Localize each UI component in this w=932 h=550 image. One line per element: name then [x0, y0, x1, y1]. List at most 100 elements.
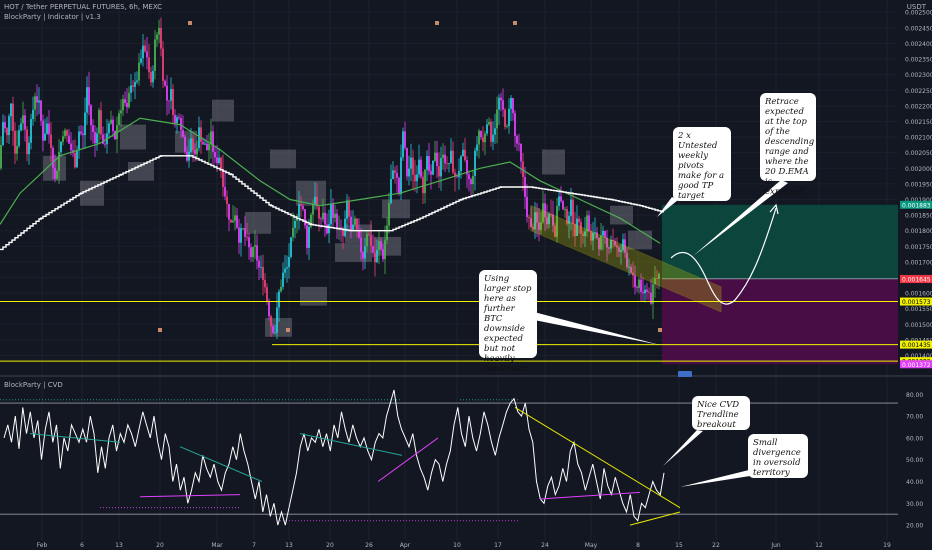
- stop-loss-zone: [662, 278, 898, 365]
- candle-body: [656, 278, 658, 280]
- candle-body: [376, 249, 378, 263]
- candle-body: [314, 196, 316, 204]
- time-tick-label: 15: [675, 542, 683, 549]
- ema-lines: [0, 117, 664, 251]
- cvd-title: BlockParty | CVD: [4, 381, 63, 389]
- candle-body: [358, 230, 360, 238]
- candle-body: [28, 142, 30, 155]
- candle-body: [400, 157, 402, 195]
- candle-body: [54, 167, 56, 179]
- candle-body: [558, 196, 560, 206]
- candle-body: [508, 108, 510, 127]
- candle-body: [308, 226, 310, 248]
- time-tick-label: 17: [494, 542, 502, 549]
- candle-body: [402, 131, 404, 158]
- candle-body: [146, 51, 148, 58]
- candle-body: [654, 278, 656, 285]
- candle-body: [92, 125, 94, 133]
- candle-body: [350, 216, 352, 231]
- candle-body: [566, 209, 568, 224]
- cvd-tick-label: 20.00: [906, 523, 923, 530]
- candle-body: [536, 212, 538, 223]
- candle-body: [438, 166, 440, 177]
- candle-body: [450, 150, 452, 164]
- candle-body: [94, 132, 96, 144]
- candle-body: [322, 212, 324, 220]
- candle-body: [648, 291, 650, 293]
- candle-body: [424, 169, 426, 194]
- candle-body: [320, 218, 322, 220]
- candle-body: [386, 225, 388, 240]
- candle-body: [30, 118, 32, 143]
- candle-body: [384, 239, 386, 260]
- candle-body: [62, 136, 64, 142]
- candle-body: [370, 235, 372, 247]
- price-label-text: 0.001372: [902, 362, 931, 369]
- candle-body: [528, 217, 530, 219]
- candle-body: [276, 307, 278, 333]
- candle-body: [198, 127, 200, 149]
- time-tick-label: 12: [815, 542, 823, 549]
- candle-body: [36, 96, 38, 103]
- candle-body: [300, 204, 302, 207]
- callout-retrace: Retrace expected at the top of the desce…: [760, 93, 816, 197]
- indicator-title: BlockParty | Indicator | v1.3: [4, 13, 101, 21]
- candle-body: [48, 123, 50, 135]
- cvd-tick-label: 60.00: [906, 435, 923, 442]
- candle-body: [562, 201, 564, 210]
- candle-body: [446, 163, 448, 165]
- candle-body: [142, 45, 144, 59]
- candle-body: [408, 168, 410, 177]
- candle-body: [158, 27, 160, 35]
- candle-body: [452, 150, 454, 173]
- candle-body: [582, 233, 584, 236]
- candle-body: [172, 89, 174, 115]
- candle-body: [580, 222, 582, 234]
- price-tick-label: 0.002250: [905, 88, 932, 95]
- currency-unit: USDT: [906, 3, 926, 11]
- candle-body: [490, 121, 492, 142]
- candle-body: [202, 142, 204, 145]
- candle-body: [420, 159, 422, 177]
- candle-body: [334, 213, 336, 218]
- candle-body: [228, 204, 230, 220]
- ema-white-line: [0, 155, 664, 251]
- projected-arrow-head: [769, 203, 779, 215]
- candle-body: [592, 232, 594, 241]
- candle-body: [212, 131, 214, 153]
- supply-demand-zone-16: [610, 205, 633, 225]
- candle-body: [586, 215, 588, 232]
- marker-icon: [286, 328, 290, 332]
- candle-body: [156, 34, 158, 40]
- price-tick-label: 0.002100: [905, 135, 932, 142]
- candle-body: [472, 175, 474, 185]
- candle-body: [576, 218, 578, 237]
- price-tick-label: 0.001500: [905, 322, 932, 329]
- candle-body: [288, 256, 290, 268]
- candle-body: [434, 152, 436, 161]
- candle-body: [484, 133, 486, 143]
- price-tick-label: 0.001400: [905, 353, 932, 360]
- candle-body: [646, 289, 648, 292]
- price-tick-label: 0.002200: [905, 103, 932, 110]
- candle-body: [232, 220, 234, 223]
- candle-body: [46, 123, 48, 134]
- candle-body: [58, 152, 60, 171]
- candle-body: [476, 144, 478, 151]
- cvd-trendline-4: [139, 494, 241, 498]
- candle-body: [258, 260, 260, 268]
- cvd-trendline-6: [539, 491, 641, 500]
- candle-body: [234, 215, 236, 221]
- supply-demand-zone-14: [382, 199, 410, 219]
- candle-body: [0, 144, 2, 169]
- callout-stop: Using larger stop here as further BTC do…: [479, 270, 537, 374]
- candle-body: [554, 225, 556, 237]
- candle-body: [282, 272, 284, 287]
- ema-green-line: [0, 117, 661, 244]
- candle-body: [394, 170, 396, 173]
- candle-body: [166, 85, 168, 101]
- candle-body: [488, 121, 490, 125]
- candle-body: [600, 235, 602, 250]
- candle-body: [404, 131, 406, 148]
- candle-body: [152, 70, 154, 83]
